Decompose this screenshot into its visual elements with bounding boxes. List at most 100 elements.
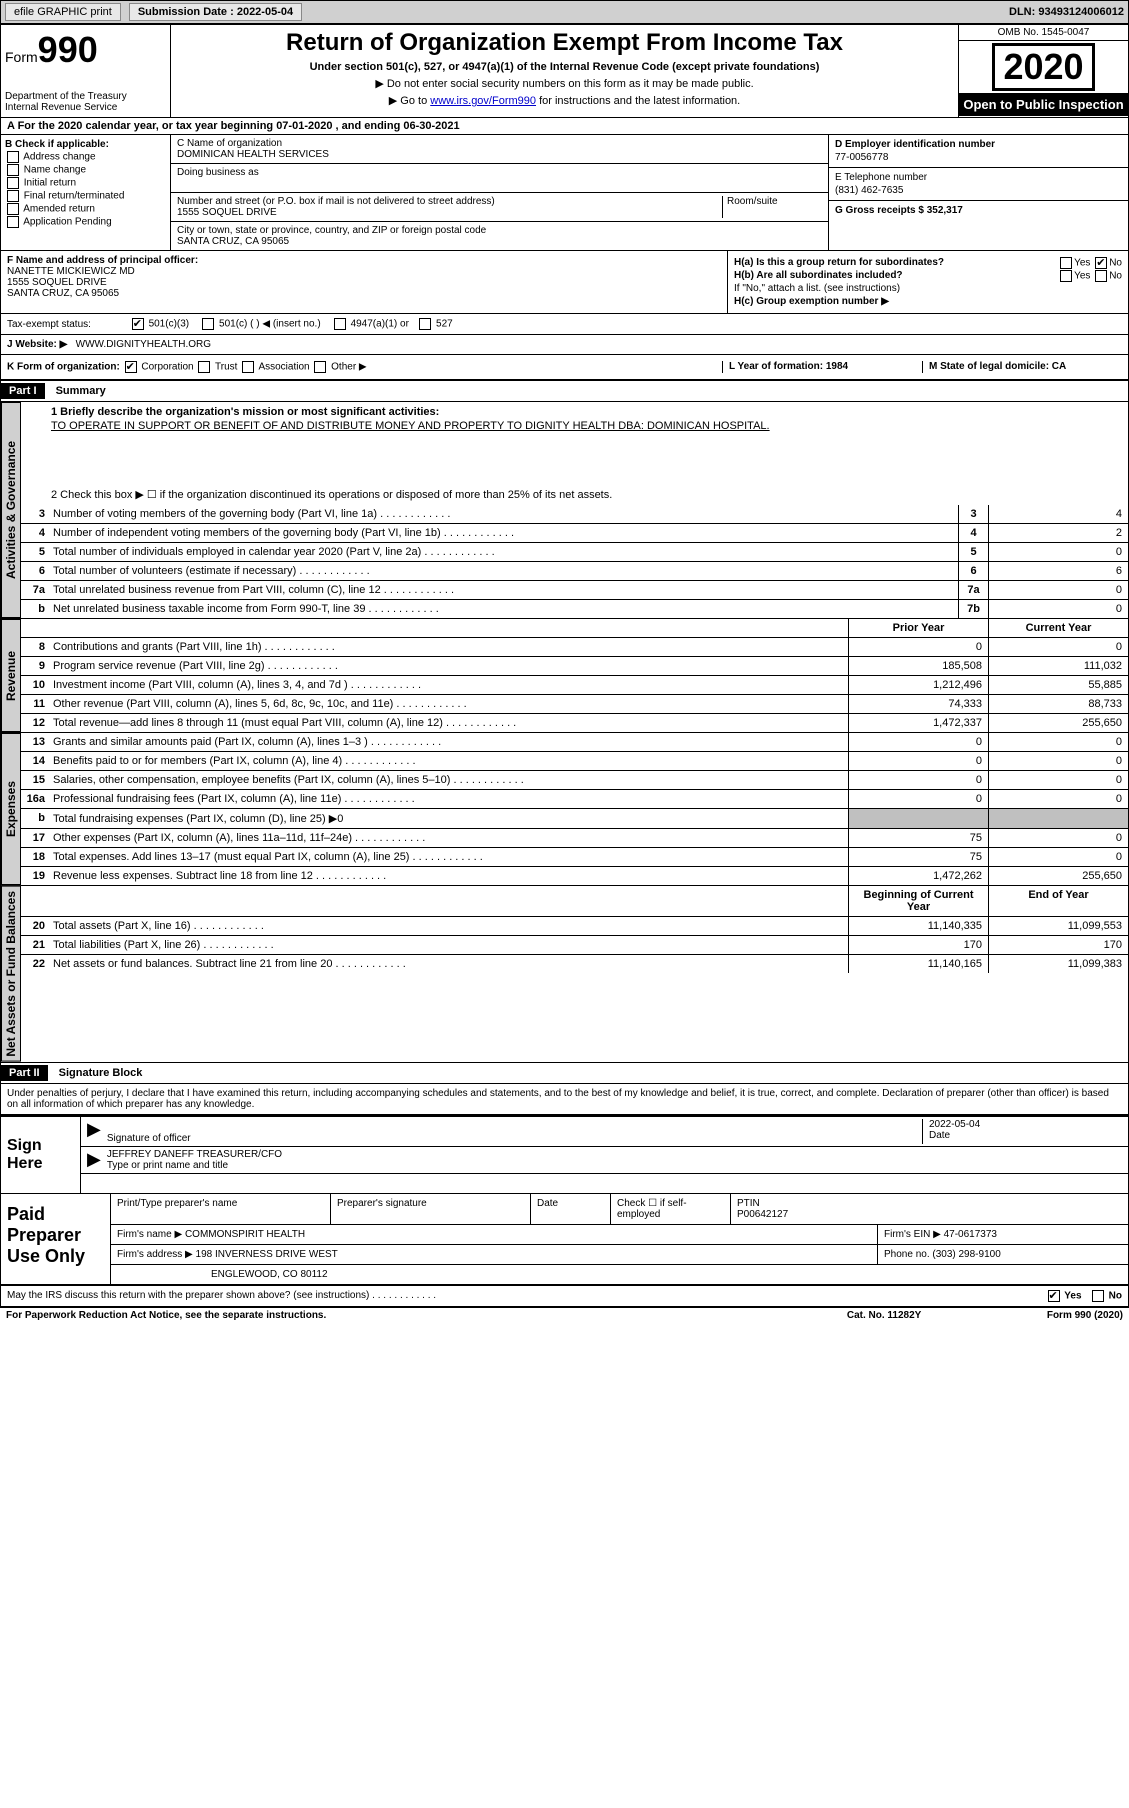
officer-name: NANETTE MICKIEWICZ MD (7, 266, 135, 277)
section-revenue: Revenue Prior Year Current Year 8Contrib… (1, 619, 1128, 733)
part2-header: Part II Signature Block (1, 1063, 1128, 1084)
firm-ein: Firm's EIN ▶ 47-0617373 (878, 1225, 1128, 1244)
chk-501c[interactable] (202, 318, 214, 330)
submission-button[interactable]: Submission Date : 2022-05-04 (129, 3, 302, 21)
block-b-to-g: B Check if applicable: Address change Na… (1, 135, 1128, 251)
org-city: SANTA CRUZ, CA 95065 (177, 236, 289, 247)
section-deg: D Employer identification number77-00567… (828, 135, 1128, 250)
chk-initial-return[interactable]: Initial return (5, 177, 166, 189)
rev-line-9: 9Program service revenue (Part VIII, lin… (21, 657, 1128, 676)
exp-line-15: 15Salaries, other compensation, employee… (21, 771, 1128, 790)
dept-label: Department of the Treasury Internal Reve… (5, 91, 166, 113)
chk-amended[interactable]: Amended return (5, 203, 166, 215)
irs-link[interactable]: www.irs.gov/Form990 (430, 95, 536, 107)
section-expenses: Expenses 13Grants and similar amounts pa… (1, 733, 1128, 886)
efile-button[interactable]: efile GRAPHIC print (5, 3, 121, 21)
paperwork-notice: For Paperwork Reduction Act Notice, see … (0, 1308, 1129, 1323)
perjury-text: Under penalties of perjury, I declare th… (1, 1084, 1128, 1115)
chk-discuss-yes[interactable] (1048, 1290, 1060, 1302)
website-url: WWW.DIGNITYHEALTH.ORG (76, 339, 211, 350)
tax-year: 2020 (992, 43, 1094, 91)
form-number: Form990 (5, 29, 166, 71)
section-b: B Check if applicable: Address change Na… (1, 135, 171, 250)
firm-phone: Phone no. (303) 298-9100 (878, 1245, 1128, 1264)
chk-other[interactable] (314, 361, 326, 373)
firm-name: Firm's name ▶ COMMONSPIRIT HEALTH (111, 1225, 878, 1244)
ein: 77-0056778 (835, 152, 1122, 163)
chk-527[interactable] (419, 318, 431, 330)
chk-application[interactable]: Application Pending (5, 216, 166, 228)
section-net-assets: Net Assets or Fund Balances Beginning of… (1, 886, 1128, 1063)
chk-assoc[interactable] (242, 361, 254, 373)
omb-number: OMB No. 1545-0047 (959, 25, 1128, 41)
gov-line-7a: 7aTotal unrelated business revenue from … (21, 581, 1128, 600)
na-line-22: 22Net assets or fund balances. Subtract … (21, 955, 1128, 973)
chk-trust[interactable] (198, 361, 210, 373)
gov-line-5: 5Total number of individuals employed in… (21, 543, 1128, 562)
rev-header: Prior Year Current Year (21, 619, 1128, 638)
state-domicile: M State of legal domicile: CA (922, 361, 1122, 373)
year-formation: L Year of formation: 1984 (722, 361, 922, 373)
open-public: Open to Public Inspection (959, 93, 1128, 116)
note-ssn: ▶ Do not enter social security numbers o… (181, 77, 948, 90)
note-link: ▶ Go to www.irs.gov/Form990 for instruct… (181, 94, 948, 107)
section-c: C Name of organizationDOMINICAN HEALTH S… (171, 135, 828, 250)
rev-line-12: 12Total revenue—add lines 8 through 11 (… (21, 714, 1128, 732)
section-f: F Name and address of principal officer:… (1, 251, 728, 313)
rev-line-10: 10Investment income (Part VIII, column (… (21, 676, 1128, 695)
q1-label: 1 Briefly describe the organization's mi… (51, 406, 439, 418)
chk-501c3[interactable] (132, 318, 144, 330)
chk-discuss-no[interactable] (1092, 1290, 1104, 1302)
org-address: 1555 SOQUEL DRIVE (177, 207, 277, 218)
exp-line-13: 13Grants and similar amounts paid (Part … (21, 733, 1128, 752)
chk-4947[interactable] (334, 318, 346, 330)
form-990: Form990 Department of the Treasury Inter… (0, 24, 1129, 1308)
form-title: Return of Organization Exempt From Incom… (181, 29, 948, 57)
rev-line-8: 8Contributions and grants (Part VIII, li… (21, 638, 1128, 657)
mission-text: TO OPERATE IN SUPPORT OR BENEFIT OF AND … (51, 420, 1098, 434)
section-h: H(a) Is this a group return for subordin… (728, 251, 1128, 313)
tax-exempt-status: Tax-exempt status: 501(c)(3) 501(c) ( ) … (1, 314, 1128, 335)
na-header: Beginning of Current Year End of Year (21, 886, 1128, 917)
chk-corp[interactable] (125, 361, 137, 373)
exp-line-b: bTotal fundraising expenses (Part IX, co… (21, 809, 1128, 829)
block-f-h: F Name and address of principal officer:… (1, 251, 1128, 314)
na-line-20: 20Total assets (Part X, line 16) 11,140,… (21, 917, 1128, 936)
section-governance: Activities & Governance 1 Briefly descri… (1, 402, 1128, 619)
preparer-section: Paid Preparer Use Only Print/Type prepar… (1, 1194, 1128, 1286)
exp-line-19: 19Revenue less expenses. Subtract line 1… (21, 867, 1128, 885)
sign-date: 2022-05-04 (929, 1119, 980, 1130)
chk-address-change[interactable]: Address change (5, 151, 166, 163)
vtab-expenses: Expenses (1, 733, 21, 885)
exp-line-14: 14Benefits paid to or for members (Part … (21, 752, 1128, 771)
sign-arrow-icon: ▶ (87, 1119, 101, 1144)
topbar: efile GRAPHIC print Submission Date : 20… (0, 0, 1129, 24)
k-org-row: K Form of organization: Corporation Trus… (1, 355, 1128, 381)
phone: (831) 462-7635 (835, 185, 1122, 196)
gov-line-7b: bNet unrelated business taxable income f… (21, 600, 1128, 618)
gov-line-4: 4Number of independent voting members of… (21, 524, 1128, 543)
exp-line-16a: 16aProfessional fundraising fees (Part I… (21, 790, 1128, 809)
officer-signed-name: JEFFREY DANEFF TREASURER/CFO (107, 1149, 282, 1160)
website-row: J Website: ▶ WWW.DIGNITYHEALTH.ORG (1, 335, 1128, 355)
part1-header: Part I Summary (1, 381, 1128, 402)
rev-line-11: 11Other revenue (Part VIII, column (A), … (21, 695, 1128, 714)
form-header: Form990 Department of the Treasury Inter… (1, 25, 1128, 118)
vtab-governance: Activities & Governance (1, 402, 21, 618)
form-subtitle: Under section 501(c), 527, or 4947(a)(1)… (181, 61, 948, 73)
exp-line-17: 17Other expenses (Part IX, column (A), l… (21, 829, 1128, 848)
discuss-row: May the IRS discuss this return with the… (1, 1286, 1128, 1307)
gross-receipts: G Gross receipts $ 352,317 (835, 205, 963, 216)
ptin: P00642127 (737, 1209, 788, 1220)
sign-section: Sign Here ▶ Signature of officer 2022-05… (1, 1115, 1128, 1194)
org-name: DOMINICAN HEALTH SERVICES (177, 149, 329, 160)
vtab-revenue: Revenue (1, 619, 21, 732)
na-line-21: 21Total liabilities (Part X, line 26) 17… (21, 936, 1128, 955)
firm-address: Firm's address ▶ 198 INVERNESS DRIVE WES… (111, 1245, 878, 1264)
exp-line-18: 18Total expenses. Add lines 13–17 (must … (21, 848, 1128, 867)
sign-arrow-icon: ▶ (87, 1149, 101, 1171)
dln-text: DLN: 93493124006012 (1009, 6, 1124, 18)
chk-final-return[interactable]: Final return/terminated (5, 190, 166, 202)
q2-label: 2 Check this box ▶ ☐ if the organization… (51, 488, 1098, 501)
chk-name-change[interactable]: Name change (5, 164, 166, 176)
